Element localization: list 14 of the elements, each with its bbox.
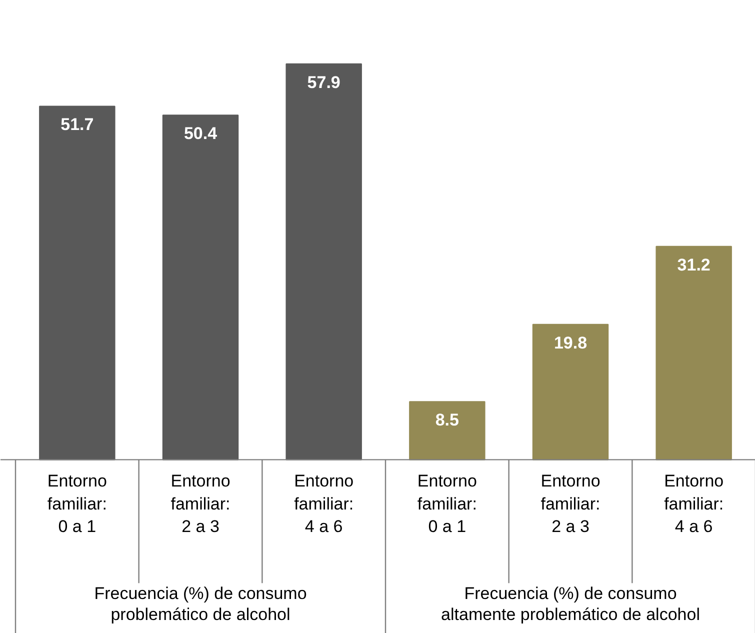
x-tick-label: Entorno familiar: 0 a 1 xyxy=(417,472,477,536)
data-label: 31.2 xyxy=(677,255,710,274)
data-label: 57.9 xyxy=(307,72,340,92)
data-label: 19.8 xyxy=(554,333,588,352)
data-label: 50.4 xyxy=(184,124,218,144)
x-tick-label: Entorno familiar: 4 a 6 xyxy=(294,472,354,536)
x-tick-label: Entorno familiar: 0 a 1 xyxy=(47,472,107,536)
data-label: 8.5 xyxy=(435,410,459,430)
text: Frecuencia (%) de consumo problemático de alcohol xyxy=(94,584,307,624)
x-tick-label: Entorno familiar: 2 a 3 xyxy=(540,472,600,536)
text: Frecuencia (%) de consumo altamente problemático de alcohol xyxy=(441,584,700,624)
x-tick-label: Entorno familiar: 2 a 3 xyxy=(170,472,230,536)
x-tick-label: Entorno familiar: 4 a 6 xyxy=(664,472,724,536)
data-label: 51.7 xyxy=(60,115,94,134)
